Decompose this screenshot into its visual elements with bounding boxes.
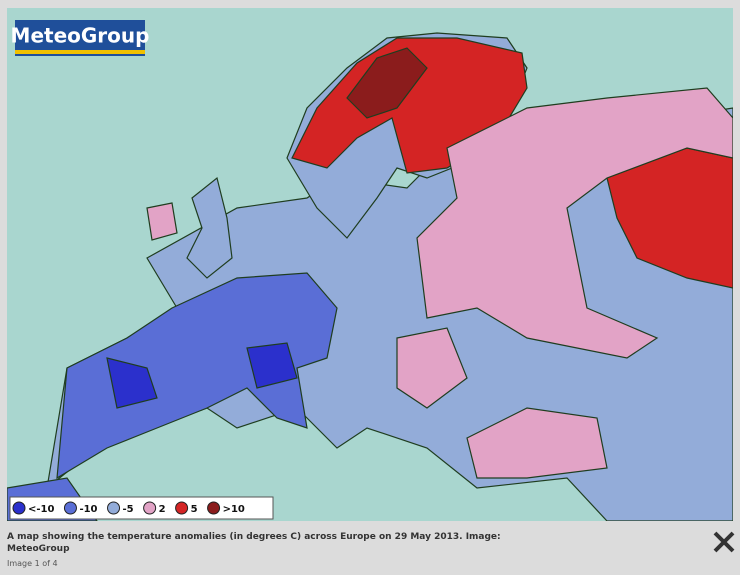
legend-swatch [63, 501, 77, 515]
close-button[interactable] [712, 530, 736, 554]
legend-label: 2 [159, 504, 166, 515]
land [7, 32, 733, 521]
legend-label: -10 [79, 504, 97, 515]
legend-label: >10 [223, 504, 245, 515]
legend: <-10 -10 -5 2 5 >10 [9, 496, 274, 520]
logo: MeteoGroup [11, 20, 150, 56]
close-icon[interactable] [713, 531, 735, 553]
legend-label: <-10 [28, 504, 54, 515]
legend-swatch [107, 501, 121, 515]
caption: A map showing the temperature anomalies … [7, 532, 501, 554]
image-counter: Image 1 of 4 [7, 559, 58, 568]
anomaly-map: MeteoGroup <-10 -10 -5 2 5 >10 [7, 8, 733, 521]
legend-label: -5 [123, 504, 134, 515]
logo-text: MeteoGroup [11, 24, 150, 48]
legend-box [9, 496, 274, 520]
legend-swatch [175, 501, 189, 515]
legend-swatch [143, 501, 157, 515]
legend-swatch [207, 501, 221, 515]
legend-swatch [12, 501, 26, 515]
legend-label: 5 [191, 504, 198, 515]
